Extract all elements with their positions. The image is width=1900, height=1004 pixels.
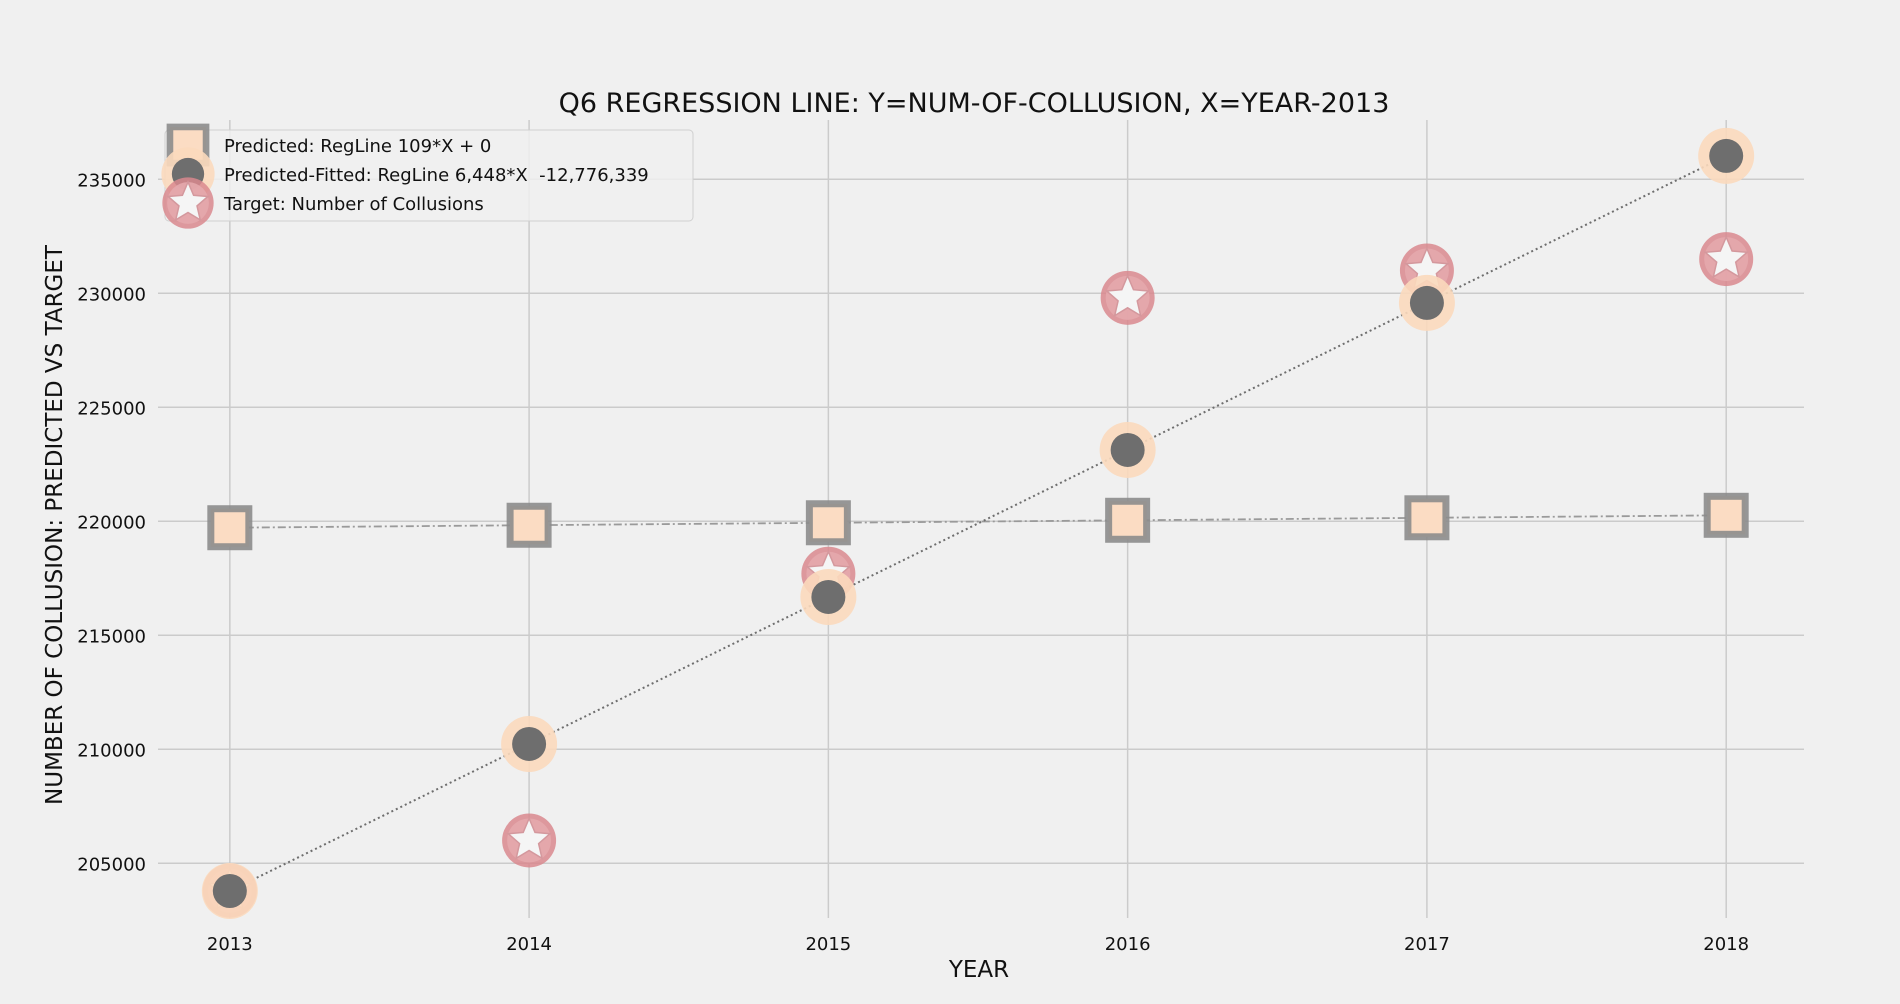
tick-labels: 2013 2014 2015 2016 2017 2018 205000 210000 2150… bbox=[77, 170, 1749, 955]
star-point bbox=[1100, 270, 1155, 325]
circle-point bbox=[1398, 274, 1455, 331]
circle-marker-core bbox=[1709, 138, 1744, 173]
square-point bbox=[506, 502, 552, 548]
circle-point bbox=[501, 715, 558, 772]
circle-point bbox=[800, 568, 857, 625]
regression-line bbox=[229, 514, 1727, 529]
circle-point bbox=[201, 862, 258, 919]
circle-marker-core bbox=[811, 579, 846, 614]
legend-label: Predicted-Fitted: RegLine 6,448*X -12,77… bbox=[224, 165, 649, 186]
square-marker-shape bbox=[1703, 492, 1749, 538]
square-marker-shape bbox=[1404, 495, 1450, 541]
grid bbox=[158, 120, 1804, 918]
square-marker-shape bbox=[805, 500, 851, 546]
legend-label: Target: Number of Collusions bbox=[223, 194, 484, 215]
square-marker-shape bbox=[1105, 497, 1151, 543]
circle-marker-core bbox=[1409, 285, 1444, 320]
x-tick-label: 2014 bbox=[506, 934, 552, 955]
star-marker-shape bbox=[1104, 273, 1151, 318]
circle-marker-core bbox=[212, 873, 247, 908]
star-marker-shape bbox=[1703, 235, 1749, 279]
y-axis-label: NUMBER OF COLLUSION: PREDICTED VS TARGET bbox=[42, 244, 68, 805]
x-axis-label: YEAR bbox=[948, 957, 1009, 983]
x-tick-label: 2013 bbox=[207, 934, 253, 955]
legend-label: Predicted: RegLine 109*X + 0 bbox=[224, 136, 491, 157]
y-tick-label: 220000 bbox=[77, 512, 146, 533]
y-tick-label: 210000 bbox=[77, 740, 146, 761]
y-tick-label: 230000 bbox=[77, 284, 146, 305]
x-tick-label: 2015 bbox=[805, 934, 851, 955]
x-tick-label: 2018 bbox=[1703, 934, 1749, 955]
x-tick-label: 2016 bbox=[1105, 934, 1151, 955]
star-point bbox=[1699, 232, 1754, 287]
square-point bbox=[1404, 495, 1450, 541]
square-point bbox=[207, 505, 253, 551]
star-marker-shape bbox=[166, 180, 210, 222]
legend: Predicted: RegLine 109*X + 0 Predicted-Fi… bbox=[161, 123, 694, 229]
square-marker-shape bbox=[207, 505, 253, 551]
star-point bbox=[502, 813, 557, 868]
circle-point bbox=[1698, 127, 1755, 184]
square-marker-shape bbox=[506, 502, 552, 548]
y-tick-label: 205000 bbox=[77, 854, 146, 875]
y-tick-label: 215000 bbox=[77, 626, 146, 647]
data-markers bbox=[201, 127, 1755, 919]
square-point bbox=[1703, 492, 1749, 538]
circle-marker-core bbox=[512, 726, 547, 761]
square-point bbox=[1105, 497, 1151, 543]
regression-lines bbox=[229, 155, 1727, 892]
square-point bbox=[805, 500, 851, 546]
y-tick-label: 235000 bbox=[77, 170, 146, 191]
circle-marker-core bbox=[1110, 432, 1145, 467]
legend-marker bbox=[162, 177, 214, 229]
y-tick-label: 225000 bbox=[77, 398, 146, 419]
star-marker-shape bbox=[506, 816, 552, 860]
chart-title: Q6 REGRESSION LINE: Y=NUM-OF-COLLUSION, … bbox=[559, 88, 1390, 119]
regression-line bbox=[229, 155, 1727, 892]
x-tick-label: 2017 bbox=[1404, 934, 1450, 955]
circle-point bbox=[1099, 421, 1156, 478]
